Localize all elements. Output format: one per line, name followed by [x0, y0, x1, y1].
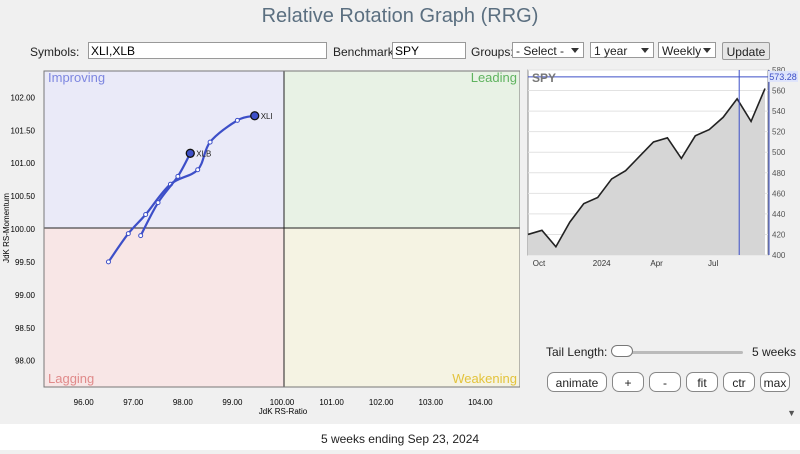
rrg-series-label: XLB [196, 149, 211, 158]
rrg-x-tick-label: 97.00 [123, 398, 144, 407]
spy-y-tick-label: 540 [772, 107, 786, 116]
rrg-series-label: XLI [261, 112, 273, 121]
spy-y-tick-label: 520 [772, 128, 786, 137]
controls-panel: Tail Length: 5 weeks animate + - fit ctr… [520, 330, 800, 410]
rrg-y-tick-label: 99.50 [15, 258, 36, 267]
toolbar: Symbols: Benchmark: Groups: - Select - 1… [0, 40, 800, 64]
spy-y-tick-labels: 400 420 440 460 480 500 520 540 560 580 [768, 66, 786, 260]
page-title: Relative Rotation Graph (RRG) [261, 5, 539, 27]
spy-last-value-badge [768, 70, 798, 82]
rrg-x-tick-label: 103.00 [419, 398, 444, 407]
quadrant-label-lagging: Lagging [48, 371, 94, 386]
spy-x-tick-label: Jul [708, 259, 718, 268]
rrg-tail-point [234, 117, 240, 123]
benchmark-input[interactable] [392, 42, 466, 59]
spy-last-value-label: 573.28 [769, 72, 797, 82]
rrg-x-tick-label: 101.00 [319, 398, 344, 407]
symbols-label: Symbols: [30, 45, 80, 59]
rrg-x-axis-label: JdK RS-Ratio [259, 407, 308, 416]
quadrant-weakening [284, 228, 520, 387]
groups-select[interactable]: - Select - [512, 42, 584, 58]
rrg-y-tick-label: 98.50 [15, 324, 36, 333]
rrg-y-tick-label: 99.00 [15, 291, 36, 300]
update-button[interactable]: Update [722, 42, 770, 60]
rrg-y-tick-label: 101.00 [11, 159, 36, 168]
spy-x-tick-label: Apr [650, 259, 663, 268]
scroll-down-arrow-icon[interactable]: ▼ [787, 408, 796, 418]
rrg-head-xli[interactable] [250, 111, 260, 121]
spy-y-tick-label: 400 [772, 251, 786, 260]
rrg-series-group: XLI XLB [105, 111, 273, 265]
quadrant-label-improving: Improving [48, 70, 105, 85]
quadrant-label-leading: Leading [471, 70, 517, 85]
rrg-y-tick-label: 98.00 [15, 357, 36, 366]
tail-length-value: 5 weeks [752, 345, 797, 359]
frequency-select[interactable]: Weekly [658, 42, 716, 58]
rrg-tail-point [125, 231, 131, 237]
zoom-out-button[interactable]: - [649, 372, 681, 392]
rrg-tail-point [207, 139, 213, 145]
rrg-chart[interactable]: Improving Leading Lagging Weakening 96.0… [0, 66, 520, 422]
symbols-input[interactable] [88, 42, 327, 59]
spy-y-tick-label: 420 [772, 230, 786, 239]
rrg-x-tick-label: 96.00 [74, 398, 95, 407]
rrg-x-tick-label: 104.00 [468, 398, 493, 407]
rrg-tail-xlb [139, 152, 192, 237]
spy-y-tick-label: 560 [772, 87, 786, 96]
spy-benchmark-chart: SPY 400 420 440 460 480 500 520 540 560 580 Oct 20… [527, 66, 798, 268]
spy-y-tick-label: 440 [772, 210, 786, 219]
spy-price-area [528, 88, 765, 255]
rrg-y-axis-label: JdK RS-Momentum [2, 193, 11, 263]
groups-label: Groups: [471, 45, 514, 59]
rrg-x-tick-label: 102.00 [369, 398, 394, 407]
spy-chart-title: SPY [532, 71, 556, 85]
zoom-in-button[interactable]: + [612, 372, 644, 392]
benchmark-label: Benchmark: [333, 45, 398, 59]
quadrant-lagging [44, 228, 284, 387]
spy-x-tick-label: 2024 [593, 259, 611, 268]
animate-button[interactable]: animate [547, 372, 607, 392]
rrg-plot-border [43, 70, 520, 388]
spy-x-tick-label: Oct [533, 259, 546, 268]
rrg-y-tick-label: 100.00 [11, 225, 36, 234]
spy-y-tick-label: 480 [772, 169, 786, 178]
rrg-x-tick-labels: 96.00 97.00 98.00 99.00 100.00 101.00 102.00 10… [74, 398, 493, 407]
rrg-tail-point [105, 259, 111, 265]
rrg-tail-point [195, 167, 201, 173]
rrg-tail-point [175, 173, 181, 179]
rrg-tail-point [155, 200, 161, 206]
rrg-x-tick-label: 100.00 [270, 398, 295, 407]
spy-x-tick-labels: Oct 2024 Apr Jul [533, 259, 719, 268]
spy-price-line [527, 88, 766, 249]
rrg-y-tick-label: 101.50 [11, 126, 36, 135]
quadrant-leading [284, 71, 520, 228]
period-select[interactable]: 1 year [590, 42, 654, 58]
tail-length-slider-track[interactable] [623, 351, 743, 354]
spy-y-tick-label: 580 [772, 66, 786, 75]
rrg-x-tick-label: 98.00 [173, 398, 194, 407]
rrg-head-xlb[interactable] [185, 148, 195, 158]
quadrant-improving [44, 71, 284, 228]
rrg-tail-point [138, 233, 144, 239]
quadrant-label-weakening: Weakening [452, 371, 517, 386]
spy-y-tick-label: 460 [772, 189, 786, 198]
tail-length-slider-handle[interactable] [611, 345, 633, 357]
rrg-y-tick-label: 100.50 [11, 192, 36, 201]
fit-button[interactable]: fit [686, 372, 718, 392]
spy-y-tick-label: 500 [772, 148, 786, 157]
rrg-x-tick-label: 99.00 [222, 398, 243, 407]
max-button[interactable]: max [760, 372, 790, 392]
rrg-y-tick-label: 102.00 [11, 93, 36, 102]
footer-date-range: 5 weeks ending Sep 23, 2024 [0, 424, 800, 450]
center-button[interactable]: ctr [723, 372, 755, 392]
rrg-tail-point [143, 212, 149, 218]
tail-length-label: Tail Length: [546, 345, 608, 359]
rrg-y-tick-labels: 102.00 101.50 101.00 100.50 100.00 99.50 99.00… [11, 93, 36, 365]
